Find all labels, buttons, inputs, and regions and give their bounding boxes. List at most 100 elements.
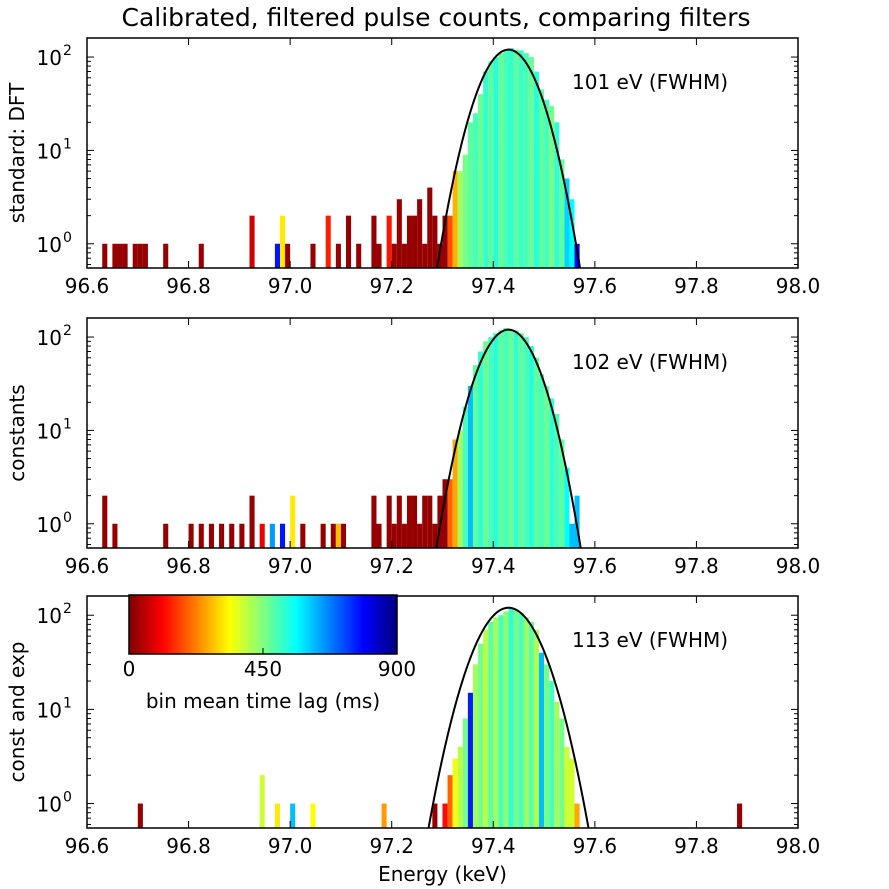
y-tick-label: 10 <box>37 233 62 257</box>
histogram-bar <box>432 215 438 268</box>
y-tick-label: 10 <box>37 46 62 70</box>
histogram-bar <box>513 609 519 828</box>
histogram-bar <box>381 803 387 828</box>
x-tick-label: 98.0 <box>776 834 821 858</box>
histogram-bar <box>528 346 534 548</box>
x-tick-label: 96.6 <box>65 274 110 298</box>
histogram-bar <box>371 495 377 548</box>
x-tick-label: 97.6 <box>573 554 618 578</box>
histogram-bar <box>452 171 458 268</box>
x-tick-label: 97.4 <box>471 834 516 858</box>
colorbar-tick-label: 0 <box>123 657 136 681</box>
histogram-bar <box>488 337 494 548</box>
histogram-bar <box>330 523 336 548</box>
histogram-bar <box>493 57 499 268</box>
histogram-bar <box>518 50 524 268</box>
y-tick-label: 10 <box>37 139 62 163</box>
histogram-bar <box>574 803 580 828</box>
histogram-bar <box>478 351 484 548</box>
histogram-bar <box>467 122 473 268</box>
histogram-bar <box>554 122 560 268</box>
x-tick-label: 98.0 <box>776 274 821 298</box>
fwhm-annotation: 102 eV (FWHM) <box>572 350 728 374</box>
histogram-bar <box>503 328 509 548</box>
colorbar-bar <box>128 594 398 655</box>
histogram-bar <box>386 495 392 548</box>
colorbar: 0 450 900 bin mean time lag (ms) <box>123 594 416 713</box>
histogram-bar <box>391 243 397 268</box>
histogram-bar <box>462 718 468 828</box>
histogram-bar <box>259 775 265 828</box>
histogram-bar <box>462 406 468 548</box>
histogram-bar <box>335 523 341 548</box>
histogram-bar <box>523 53 529 268</box>
histogram-bar <box>447 215 453 268</box>
histogram-bar <box>269 523 275 548</box>
histogram-bar <box>300 523 306 548</box>
axes-frame <box>86 317 799 549</box>
histogram-bar <box>483 341 489 548</box>
histogram-bar <box>132 243 138 268</box>
histogram-bar <box>290 803 296 828</box>
histogram-bar <box>401 523 407 548</box>
histogram-bar <box>488 621 494 828</box>
histogram-bar <box>198 243 204 268</box>
y-tick-exponent: 0 <box>63 790 72 806</box>
histogram-bar <box>472 664 479 828</box>
x-tick-label: 97.2 <box>369 834 414 858</box>
histogram-bar <box>198 523 204 548</box>
histogram-bar <box>569 523 575 548</box>
histogram-bar <box>549 681 555 828</box>
histogram-bar <box>462 154 468 268</box>
x-tick-label: 96.6 <box>65 834 110 858</box>
histogram-bar <box>137 803 143 828</box>
histogram-bar <box>310 243 316 268</box>
histogram-bar <box>102 495 108 548</box>
histogram-bar <box>391 523 397 548</box>
histogram-bar <box>279 523 286 548</box>
histogram-bar <box>122 243 128 268</box>
histogram-bar <box>457 746 463 828</box>
x-tick-label: 97.2 <box>369 554 414 578</box>
x-tick-label: 97.0 <box>268 834 313 858</box>
y-tick-exponent: 1 <box>63 136 72 152</box>
y-tick-exponent: 2 <box>63 323 72 339</box>
histogram-bar <box>117 243 123 268</box>
histogram-bar <box>488 61 494 268</box>
histogram-bar <box>229 523 235 548</box>
axes-frame <box>86 37 799 269</box>
histogram-bar <box>467 692 473 828</box>
histogram-bar <box>427 187 433 268</box>
y-tick-label: 10 <box>37 604 62 628</box>
gaussian-fit-line <box>435 328 582 548</box>
histogram-bar <box>249 215 255 268</box>
histogram-bar <box>564 746 570 828</box>
x-tick-label: 97.6 <box>573 274 618 298</box>
histogram-bar <box>554 413 560 548</box>
x-axis-label: Energy (keV) <box>378 862 507 886</box>
histogram-bar <box>483 629 489 828</box>
histogram-bar <box>239 523 245 548</box>
histogram-bar <box>412 495 418 548</box>
histogram-bar <box>483 71 489 268</box>
histogram-bar <box>422 243 428 268</box>
histogram-bar <box>442 215 448 268</box>
y-tick-exponent: 0 <box>63 230 72 246</box>
colorbar-tick-label: 900 <box>378 657 416 681</box>
histogram-bar <box>549 105 555 268</box>
histogram-bar <box>472 365 479 548</box>
histogram-bar <box>346 215 352 268</box>
histogram-bar <box>523 337 529 548</box>
x-tick-label: 97.8 <box>674 554 719 578</box>
histogram-bar <box>320 523 326 548</box>
histogram-bar <box>163 523 169 548</box>
gaussian-fit-line <box>427 606 590 828</box>
histogram-bar <box>564 467 570 548</box>
histogram-bar <box>538 374 545 548</box>
histogram-bar <box>406 495 413 548</box>
histogram-bar <box>417 199 423 268</box>
histogram-bar <box>528 621 534 828</box>
